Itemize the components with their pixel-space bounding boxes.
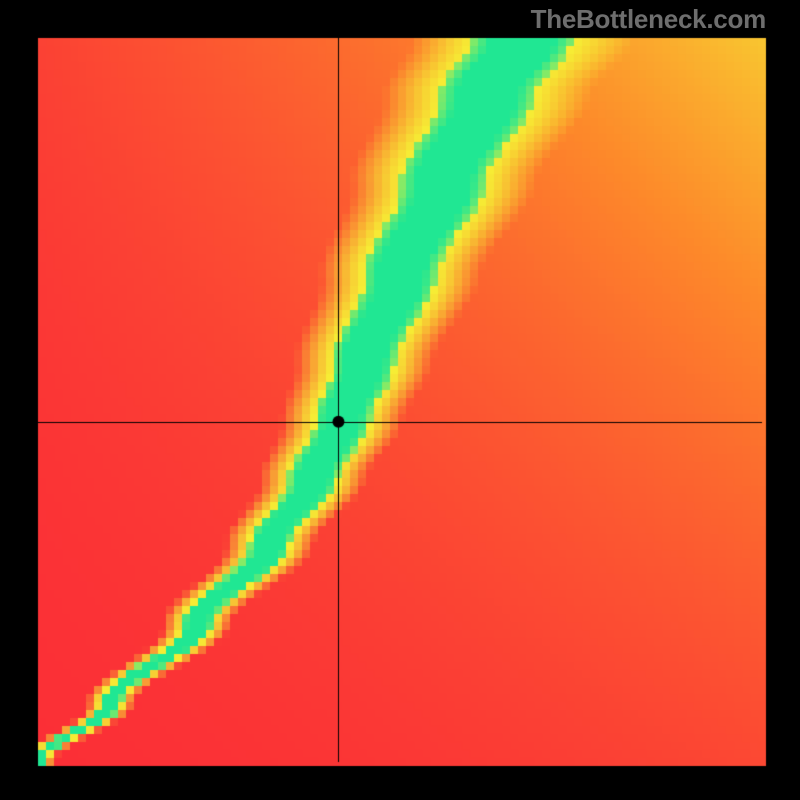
watermark-text: TheBottleneck.com: [531, 4, 766, 35]
bottleneck-heatmap: [0, 0, 800, 800]
